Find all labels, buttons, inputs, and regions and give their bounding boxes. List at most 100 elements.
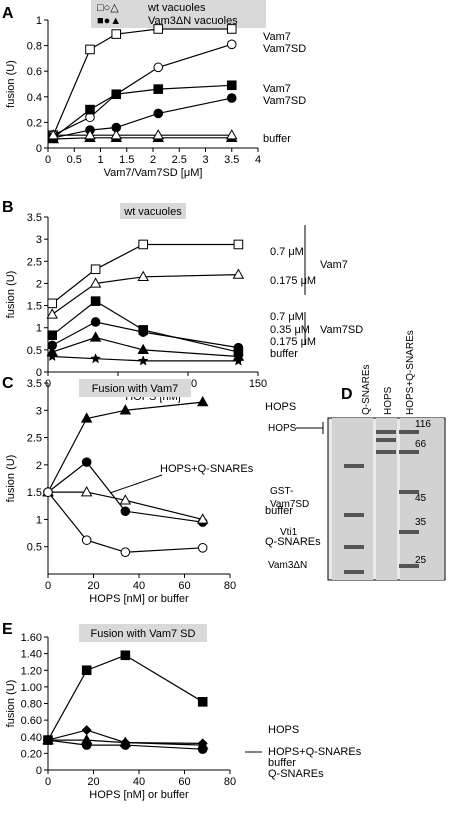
series-line (51, 300, 239, 353)
data-point (153, 24, 164, 34)
lane-label-2: HOPS (383, 386, 394, 415)
y-axis-label: fusion (U) (5, 60, 17, 108)
series-line (47, 729, 203, 744)
series-label: Vam7 (263, 83, 291, 95)
panel-c: C Fusion with Vam7 0.5 1 1.5 2 2.5 3 3.5 0 20 40 6… (2, 375, 321, 605)
series-label: Vam7 (263, 31, 291, 43)
gel-band (344, 513, 364, 517)
y-tick-label: 1.20 (21, 665, 42, 677)
legend-label-1: wt vacuoles (147, 2, 206, 14)
data-point (232, 268, 245, 279)
data-point (197, 744, 208, 755)
data-point (138, 239, 148, 250)
series-label: 0.7 μM (270, 246, 304, 258)
y-tick-label: 1 (36, 15, 42, 27)
title-box (79, 379, 191, 397)
series-label: Q-SNAREs (268, 768, 324, 780)
series-line (47, 739, 203, 750)
marker-25: 25 (415, 555, 427, 566)
data-point (90, 296, 101, 306)
panel-e-title: Fusion with Vam7 SD (91, 628, 196, 640)
data-point (138, 327, 148, 337)
y-tick-label: 1.00 (21, 682, 42, 694)
data-point (226, 93, 237, 103)
series-line (51, 321, 239, 349)
series-line (48, 491, 203, 520)
series-line (52, 336, 239, 358)
data-point (85, 104, 95, 115)
panel-d-label: D (341, 386, 353, 403)
y-axis-label: fusion (U) (5, 455, 17, 503)
y-tick-label: 0 (36, 765, 42, 777)
x-tick-label: 20 (87, 776, 99, 788)
x-tick-label: 0 (45, 776, 51, 788)
data-point (137, 270, 149, 281)
band-label-vti1: Vti1 (280, 527, 298, 538)
data-point (81, 457, 92, 467)
data-point (225, 129, 238, 140)
band-label-hops: HOPS (268, 423, 297, 434)
y-tick-label: 0.8 (27, 41, 42, 53)
panel-b-label: B (2, 199, 14, 216)
marker-35: 35 (415, 517, 427, 528)
legend-symbols-1: □○△ (97, 2, 119, 14)
data-point (137, 343, 149, 355)
x-tick-label: 150 (249, 378, 267, 390)
gel-band (399, 530, 419, 534)
x-tick-label: 2 (150, 154, 156, 166)
data-point (153, 108, 164, 119)
data-point (43, 487, 53, 497)
x-tick-label: 0 (45, 580, 51, 592)
series-line (52, 355, 239, 362)
gel-lane (376, 418, 397, 580)
series-label: HOPS+Q-SNAREs (268, 746, 362, 758)
y-tick-label: 2.5 (27, 433, 42, 445)
data-point (153, 84, 164, 94)
x-tick-label: 20 (87, 580, 99, 592)
data-point (46, 308, 58, 319)
x-tick-label: 0 (45, 154, 51, 166)
x-tick-label: 80 (224, 776, 236, 788)
lane-label-1: Q-SNAREs (361, 364, 372, 415)
y-tick-label: 1 (36, 323, 42, 335)
y-tick-label: 1 (36, 514, 42, 526)
marker-66: 66 (415, 439, 427, 450)
panel-b-title: wt vacuoles (123, 206, 182, 218)
series-label: 0.175 μM (270, 275, 316, 287)
series-line (47, 491, 203, 553)
leader-line (109, 474, 163, 494)
panel-c-label: C (2, 375, 14, 392)
data-point (111, 89, 122, 100)
y-tick-label: 3 (36, 405, 42, 417)
y-tick-label: 0.20 (21, 748, 42, 760)
x-tick-label: 80 (224, 580, 236, 592)
y-tick-label: 0.60 (21, 715, 42, 727)
y-tick-label: 0.80 (21, 699, 42, 711)
y-tick-label: 0 (36, 143, 42, 155)
x-tick-label: 3.5 (224, 154, 239, 166)
gel-band (344, 464, 364, 468)
y-tick-label: 0.40 (21, 732, 42, 744)
data-point (232, 355, 244, 366)
title-box (79, 624, 207, 642)
y-tick-label: 1.40 (21, 649, 42, 661)
data-point (226, 80, 237, 91)
series-label: HOPS (268, 724, 299, 736)
data-point (80, 412, 93, 423)
marker-45: 45 (415, 493, 427, 504)
gel-band (376, 438, 396, 442)
series-line (53, 43, 232, 136)
data-point (111, 29, 122, 39)
annotation: 0.7 μM (270, 311, 304, 323)
x-tick-label: 40 (133, 776, 145, 788)
legend-label-2: Vam3ΔN vacuoles (148, 15, 238, 27)
x-tick-label: 60 (178, 580, 190, 592)
y-tick-label: 0.4 (27, 92, 42, 104)
y-tick-label: 2.5 (27, 256, 42, 268)
gel-band (399, 430, 419, 434)
y-axis-label: fusion (U) (5, 680, 17, 728)
y-tick-label: 2 (36, 460, 42, 472)
y-tick-label: 0 (36, 367, 42, 379)
x-axis-label: HOPS [nM] or buffer (89, 789, 189, 801)
data-point (46, 350, 58, 362)
